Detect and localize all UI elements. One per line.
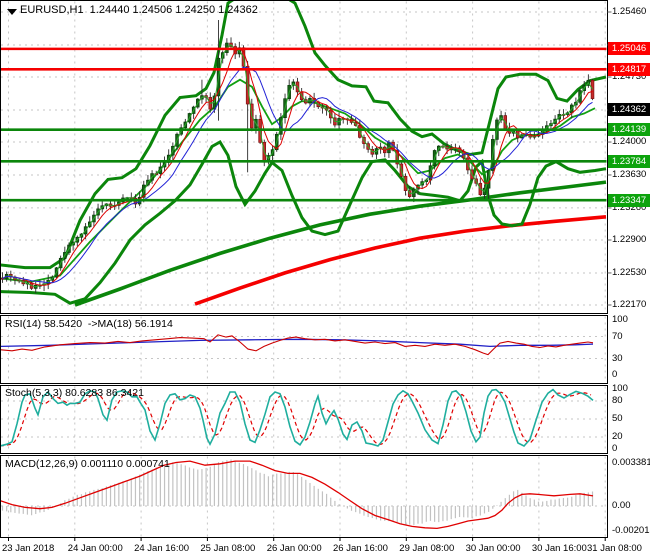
x-axis-time-label: 24 Jan 16:00 [134, 543, 190, 554]
fast-ma-green-line [2, 44, 593, 288]
y-axis-price-label: 1.23260 [612, 201, 647, 213]
y-axis-price-label: 1.24000 [612, 136, 647, 148]
x-axis-time-label: 26 Jan 00:00 [266, 543, 322, 554]
rsi-panel [1, 334, 594, 356]
current-price-badge: 1.24362 [608, 103, 650, 117]
level-price-badge: 1.25046 [608, 42, 650, 56]
main-price-panel [1, 1, 607, 307]
y-axis-price-label: 1.22170 [612, 299, 647, 310]
bollinger-upper-band [1, 1, 607, 270]
stoch-scale-label: 0 [612, 443, 618, 454]
slow-ma-red-line [194, 215, 607, 306]
x-axis-time-label: 29 Jan 08:00 [399, 543, 455, 554]
y-axis-price-label: 1.23630 [612, 168, 647, 180]
y-axis-price-label: 1.22900 [612, 233, 647, 245]
x-axis-time-label: 30 Jan 00:00 [465, 543, 521, 554]
x-axis-time-label: 31 Jan 08:00 [587, 543, 642, 554]
y-axis-price-label: 1.25460 [612, 6, 647, 17]
bollinger-lower-band [1, 139, 607, 305]
rsi-scale-label: 0 [612, 369, 618, 380]
x-axis-time-label: 23 Jan 2018 [2, 543, 55, 554]
stoch-scale-label: 20 [612, 431, 623, 442]
rsi-scale-label: 100 [612, 314, 628, 325]
level-price-badge: 1.24139 [608, 123, 650, 137]
x-axis-time-label: 24 Jan 00:00 [67, 543, 123, 554]
chart-title: EURUSD,H1 1.24440 1.24506 1.24250 1.2436… [20, 4, 258, 16]
level-price-badge: 1.23784 [608, 154, 650, 168]
y-axis-price-label: 1.24730 [612, 71, 647, 82]
y-axis-price-label: 1.22530 [612, 266, 647, 278]
rsi-indicator-label: RSI(14) 58.5420 ->MA(18) 56.1914 [5, 318, 173, 330]
stoch-scale-label: 80 [612, 395, 623, 406]
stoch-scale-label: 50 [612, 413, 623, 424]
stoch-indicator-label: Stoch(5,3,3) 80.6283 86.3421 [5, 387, 144, 399]
rsi-scale-label: 30 [612, 352, 623, 364]
stoch-d-line [1, 391, 592, 447]
macd-signal-line [1, 460, 594, 530]
macd-scale-label: 0.00 [612, 500, 631, 511]
level-price-badge: 1.24817 [608, 62, 650, 76]
macd-indicator-label: MACD(12,26,9) 0.001110 0.000741 [5, 458, 170, 470]
x-axis-time-label: 25 Jan 08:00 [200, 543, 256, 554]
level-price-badge: 1.23347 [608, 193, 650, 207]
macd-scale-label: -0.002013 [612, 525, 650, 536]
stoch-scale-label: 100 [612, 383, 628, 394]
rsi-scale-label: 70 [612, 330, 623, 342]
x-axis-time-label: 26 Jan 16:00 [333, 543, 388, 554]
slow-ma-green-line [74, 180, 607, 307]
fast-ma-red-line [2, 48, 593, 286]
macd-scale-label: 0.003381 [612, 457, 650, 468]
macd-panel [1, 459, 594, 530]
fast-ma-blue-line [2, 66, 593, 284]
stoch-k-line [1, 388, 594, 447]
stochastic-panel [1, 388, 594, 447]
bear-candle [590, 79, 595, 99]
rsi-ma-line [1, 338, 594, 348]
symbol-dropdown-icon[interactable] [7, 9, 17, 15]
rsi-line [1, 334, 594, 356]
x-axis-time-label: 30 Jan 16:00 [531, 543, 587, 554]
